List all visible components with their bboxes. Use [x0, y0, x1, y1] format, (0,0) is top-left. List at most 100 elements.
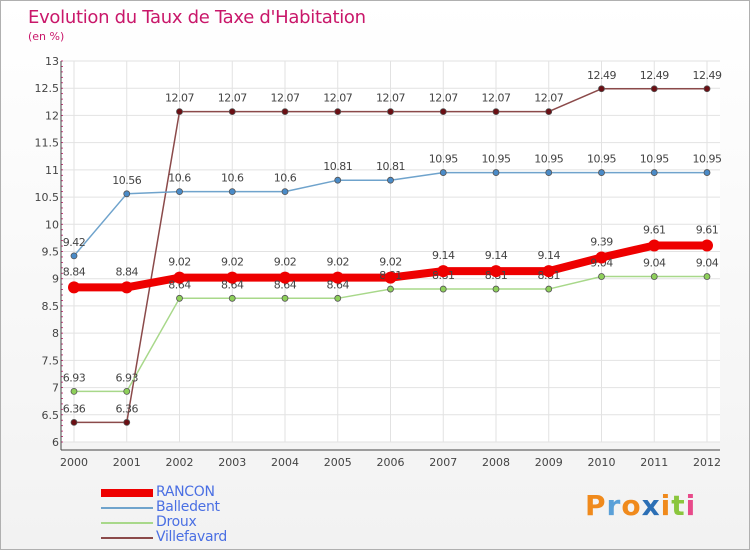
legend-item-balledent: Balledent — [101, 499, 301, 515]
x-tick-label: 2007 — [429, 456, 457, 469]
legend-swatch — [101, 537, 153, 539]
data-point-droux — [70, 387, 78, 395]
y-tick-label: 9 — [52, 273, 59, 286]
x-tick-label: 2001 — [113, 456, 141, 469]
data-point-villefavard — [439, 108, 447, 116]
legend-swatch — [101, 507, 153, 509]
x-tick-label: 2006 — [377, 456, 405, 469]
data-point-rancon — [595, 251, 608, 264]
chart-title: Evolution du Taux de Taxe d'Habitation — [28, 7, 366, 28]
data-point-rancon — [68, 281, 80, 294]
data-label-villefavard: 12.07 — [534, 92, 563, 105]
data-point-balledent — [123, 190, 131, 198]
data-label-villefavard: 12.07 — [323, 92, 352, 105]
y-tick-label: 9.5 — [42, 246, 60, 259]
data-label-villefavard: 12.07 — [482, 92, 511, 105]
data-label-droux: 9.04 — [696, 257, 719, 270]
data-label-villefavard: 12.49 — [640, 69, 669, 82]
data-label-droux: 8.64 — [327, 278, 350, 291]
data-point-balledent — [281, 188, 289, 196]
data-point-rancon — [648, 239, 661, 252]
data-point-rancon — [226, 271, 239, 284]
data-label-villefavard: 12.07 — [271, 92, 300, 105]
legend-item-droux: Droux — [101, 514, 301, 530]
data-point-droux — [439, 285, 447, 293]
data-label-balledent: 10.95 — [482, 153, 511, 166]
data-label-rancon: 9.61 — [696, 224, 719, 237]
data-label-villefavard: 12.49 — [587, 69, 616, 82]
data-point-rancon — [173, 271, 186, 284]
data-label-balledent: 10.95 — [429, 153, 458, 166]
y-tick-label: 10.5 — [35, 191, 60, 204]
y-tick-label: 8.5 — [42, 300, 60, 313]
data-label-droux: 9.04 — [643, 257, 666, 270]
data-point-villefavard — [545, 108, 553, 116]
data-point-droux — [281, 294, 289, 302]
x-tick-label: 2012 — [693, 456, 721, 469]
data-label-droux: 8.64 — [221, 278, 244, 291]
data-point-rancon — [542, 265, 555, 278]
data-label-droux: 8.64 — [274, 278, 297, 291]
data-label-rancon: 9.02 — [168, 256, 191, 269]
data-point-balledent — [334, 176, 342, 184]
x-tick-label: 2008 — [482, 456, 510, 469]
data-label-balledent: 10.56 — [112, 174, 141, 187]
data-label-rancon: 8.84 — [116, 265, 139, 278]
data-point-villefavard — [228, 108, 236, 116]
data-point-droux — [492, 285, 500, 293]
data-label-balledent: 10.6 — [274, 172, 297, 185]
data-label-balledent: 10.95 — [587, 153, 616, 166]
data-label-droux: 8.64 — [168, 278, 191, 291]
data-point-rancon — [279, 271, 291, 284]
logo-letter: P — [585, 489, 607, 522]
data-point-villefavard — [123, 419, 131, 426]
legend-label: Droux — [156, 514, 197, 530]
data-point-balledent — [387, 176, 394, 184]
data-point-villefavard — [650, 85, 658, 93]
chart-legend: RANCON Balledent Droux Villefavard — [101, 484, 301, 545]
data-label-villefavard: 12.07 — [429, 92, 458, 105]
data-label-rancon: 9.02 — [327, 256, 350, 269]
data-point-villefavard — [334, 108, 342, 116]
data-label-rancon: 9.02 — [274, 256, 297, 269]
data-point-balledent — [492, 169, 500, 176]
y-tick-label: 6 — [52, 436, 59, 449]
data-label-balledent: 10.81 — [376, 160, 405, 173]
data-point-villefavard — [70, 419, 78, 426]
legend-swatch — [101, 489, 153, 497]
x-tick-label: 2010 — [588, 456, 616, 469]
data-point-rancon — [384, 271, 397, 284]
x-tick-label: 2011 — [640, 456, 668, 469]
data-label-villefavard: 6.36 — [63, 402, 86, 415]
data-label-rancon: 9.02 — [379, 256, 402, 269]
data-point-villefavard — [281, 108, 289, 116]
y-tick-label: 7.5 — [42, 354, 60, 367]
data-point-rancon — [437, 265, 450, 278]
data-label-villefavard: 6.36 — [116, 402, 139, 415]
data-label-droux: 6.93 — [116, 371, 139, 384]
y-tick-label: 12.5 — [35, 82, 60, 95]
legend-item-rancon: RANCON — [101, 484, 301, 500]
data-point-balledent — [439, 169, 447, 176]
data-label-balledent: 9.42 — [63, 236, 86, 249]
data-point-balledent — [650, 169, 658, 176]
data-point-droux — [334, 294, 342, 302]
data-point-balledent — [176, 188, 183, 196]
logo-letter: t — [671, 489, 686, 522]
logo-letter: i — [660, 489, 672, 522]
y-tick-label: 7 — [52, 382, 59, 395]
data-point-droux — [123, 387, 131, 395]
logo-letter: i — [685, 489, 697, 522]
y-tick-label: 8 — [52, 327, 59, 340]
data-label-rancon: 8.84 — [63, 265, 86, 278]
legend-item-villefavard: Villefavard — [101, 529, 301, 545]
data-label-villefavard: 12.49 — [693, 69, 722, 82]
data-label-balledent: 10.6 — [221, 172, 244, 185]
data-point-balledent — [545, 169, 553, 176]
data-point-rancon — [490, 265, 502, 278]
data-label-villefavard: 12.07 — [165, 92, 194, 105]
y-tick-label: 6.5 — [42, 409, 60, 422]
legend-label: RANCON — [156, 484, 215, 500]
chart-subtitle: (en %) — [28, 30, 65, 43]
